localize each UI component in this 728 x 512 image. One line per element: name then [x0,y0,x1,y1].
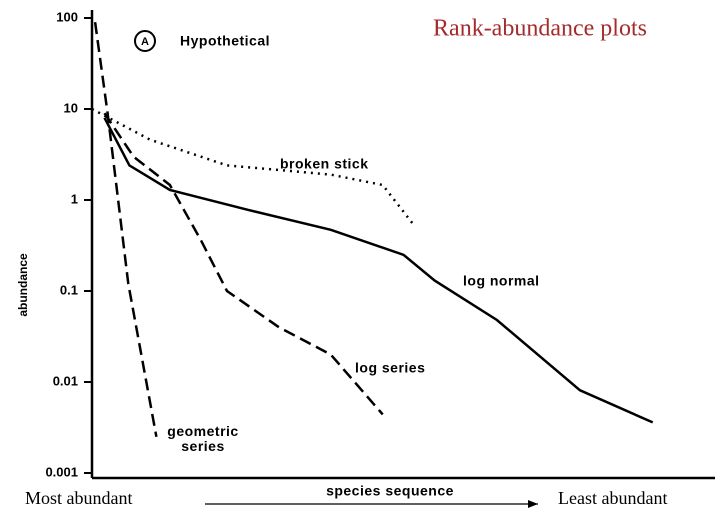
arrow-head [528,500,538,508]
x-end-label: Least abundant [558,488,667,508]
series-label: geometric series [167,423,239,454]
y-tick-label: 0.1 [60,282,78,297]
series-label: broken stick [280,156,368,172]
y-axis-label: abundance [16,253,30,317]
panel-circle [134,30,156,52]
x-axis-label: species sequence [326,483,454,499]
panel-label: Hypothetical [180,33,270,49]
series-line [103,112,384,416]
series-line [103,117,654,424]
y-tick-label: 0.001 [45,464,78,479]
series-label: log series [355,360,425,376]
y-tick-label: 10 [64,100,78,115]
y-tick-label: 100 [56,9,78,24]
series-line [93,22,158,438]
series-label: log normal [463,273,540,289]
y-tick-label: 1 [71,191,78,206]
y-tick-label: 0.01 [53,373,78,388]
panel-letter: A [141,36,149,48]
x-start-label: Most abundant [25,488,133,508]
chart-title: Rank-abundance plots [433,16,647,42]
